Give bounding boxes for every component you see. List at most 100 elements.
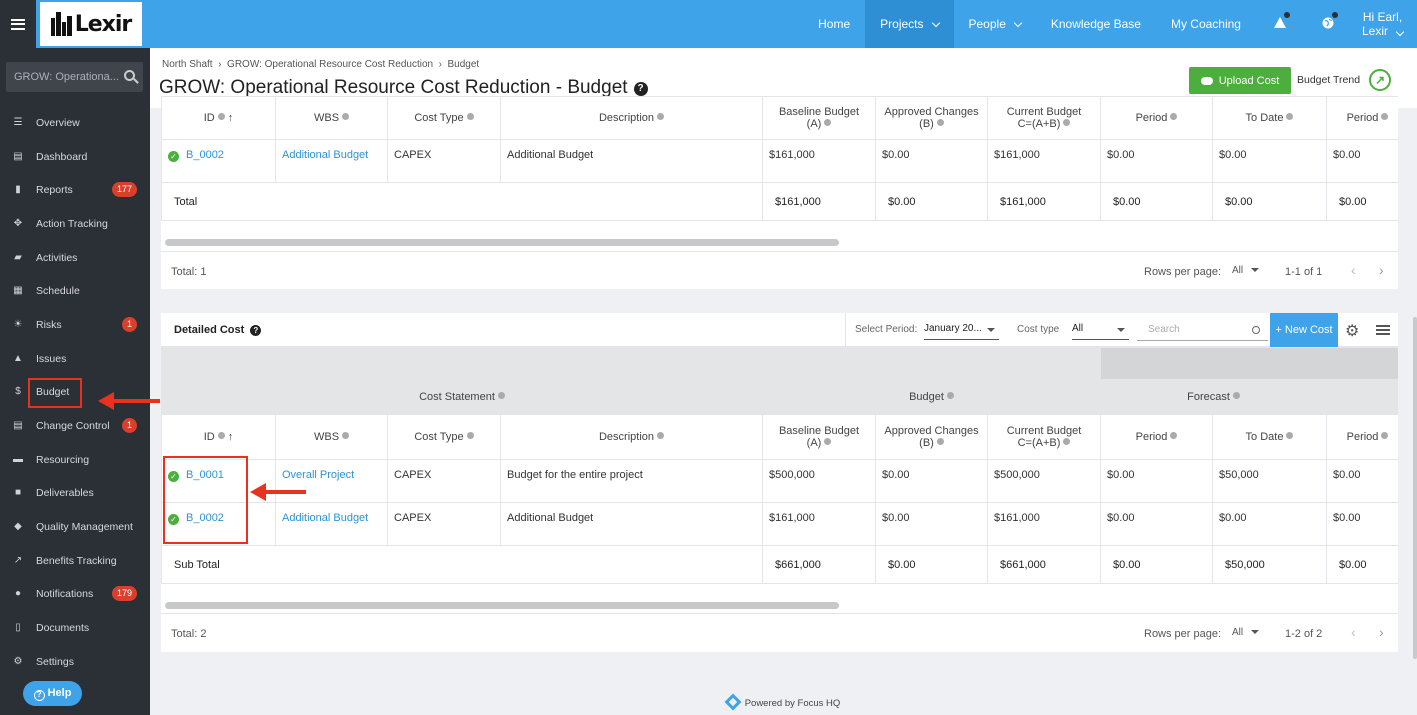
column-header[interactable]: Period: [1326, 96, 1398, 140]
column-header[interactable]: Baseline Budget (A): [762, 414, 876, 460]
nav-knowledge-base[interactable]: Knowledge Base: [1036, 0, 1156, 48]
next-page-icon[interactable]: ›: [1379, 624, 1384, 640]
sidebar-item-benefits-tracking[interactable]: ↗ Benefits Tracking: [0, 544, 150, 577]
rows-per-page-select[interactable]: All: [1232, 265, 1260, 276]
caret-down-icon: [1117, 328, 1125, 332]
column-header[interactable]: ID ↑: [161, 96, 276, 140]
wbs-link[interactable]: Additional Budget: [282, 512, 369, 524]
sidebar-item-change-control[interactable]: ▤ Change Control 1: [0, 409, 150, 442]
cost-id-link[interactable]: B_0002: [186, 149, 224, 161]
column-header[interactable]: Cost Type: [387, 96, 501, 140]
column-header[interactable]: Approved Changes (B): [875, 414, 988, 460]
help-icon[interactable]: ?: [250, 325, 262, 336]
sidebar-item-reports[interactable]: ▮ Reports 177: [0, 173, 150, 206]
column-header[interactable]: Current Budget C=(A+B): [987, 96, 1101, 140]
sidebar-item-action-tracking[interactable]: ✥ Action Tracking: [0, 207, 150, 240]
nav-projects[interactable]: Projects: [865, 0, 954, 48]
alert-icon: [1273, 17, 1286, 31]
next-page-icon[interactable]: ›: [1379, 262, 1384, 278]
chevron-down-icon: [1395, 27, 1405, 37]
info-icon: [657, 432, 665, 439]
page-range: 1-1 of 1: [1285, 266, 1323, 278]
table-row[interactable]: ✓ B_0002 Additional Budget CAPEX Additional …: [161, 502, 1398, 546]
column-header[interactable]: Description: [500, 96, 763, 140]
column-header-label: Approved Changes: [884, 425, 979, 437]
column-header[interactable]: To Date: [1212, 96, 1327, 140]
sidebar-item-quality-management[interactable]: ◆ Quality Management: [0, 510, 150, 543]
column-menu-icon[interactable]: [1376, 325, 1390, 335]
page-title-text: GROW: Operational Resource Cost Reductio…: [159, 77, 628, 98]
select-period-dropdown[interactable]: January 20...: [924, 322, 999, 340]
help-button[interactable]: ? Help: [23, 681, 82, 706]
column-header[interactable]: Cost Type: [387, 414, 501, 460]
sidebar-item-schedule[interactable]: ▦ Schedule: [0, 274, 150, 307]
sidebar-item-activities[interactable]: ▰ Activities: [0, 241, 150, 274]
vertical-scrollbar[interactable]: [1413, 317, 1417, 659]
column-header[interactable]: Baseline Budget (A): [762, 96, 876, 140]
sidebar-item-label: Risks: [36, 318, 62, 331]
nav-home[interactable]: Home: [803, 0, 865, 48]
column-header[interactable]: ID ↑: [161, 414, 276, 460]
horizontal-scrollbar[interactable]: [165, 239, 839, 246]
sidebar-item-overview[interactable]: ☰ Overview: [0, 106, 150, 139]
cell-value: $0.00: [882, 512, 910, 524]
logo[interactable]: Lexir: [40, 2, 142, 46]
prev-page-icon[interactable]: ‹: [1351, 262, 1356, 278]
project-search-input[interactable]: GROW: Operationa...: [6, 62, 143, 92]
sidebar-item-settings[interactable]: ⚙ Settings: [0, 645, 150, 678]
sidebar-item-risks[interactable]: ☀ Risks 1: [0, 308, 150, 341]
cost-id-link[interactable]: B_0001: [186, 469, 224, 481]
sidebar-item-resourcing[interactable]: ▬ Resourcing: [0, 443, 150, 476]
page-range: 1-2 of 2: [1285, 628, 1323, 640]
cost-type-dropdown[interactable]: All: [1072, 322, 1129, 340]
column-header[interactable]: Description: [500, 414, 763, 460]
table-cell: $0.00: [1212, 139, 1327, 183]
column-header[interactable]: Period: [1100, 414, 1214, 460]
prev-page-icon[interactable]: ‹: [1351, 624, 1356, 640]
breadcrumb-item[interactable]: GROW: Operational Resource Cost Reductio…: [227, 59, 434, 70]
gear-icon[interactable]: ⚙: [1345, 323, 1360, 340]
cell-value: $0.00: [1107, 469, 1135, 481]
focus-hq-logo-icon: [724, 693, 742, 711]
cost-id-link[interactable]: B_0002: [186, 512, 224, 524]
hamburger-menu-button[interactable]: [0, 0, 36, 48]
budget-trend-button[interactable]: ↗: [1369, 69, 1391, 91]
column-header[interactable]: Current Budget C=(A+B): [986, 414, 1102, 460]
column-header[interactable]: WBS: [275, 96, 388, 140]
nav-people[interactable]: People: [954, 0, 1036, 48]
cell-value: CAPEX: [394, 469, 432, 481]
column-header[interactable]: Approved Changes (B): [875, 96, 988, 140]
sidebar-item-budget[interactable]: $ Budget: [0, 375, 150, 408]
sidebar-item-issues[interactable]: ▲ Issues: [0, 342, 150, 375]
new-cost-button[interactable]: + New Cost: [1270, 313, 1338, 347]
upload-cost-button[interactable]: Upload Cost: [1189, 67, 1291, 94]
column-header[interactable]: WBS: [275, 414, 388, 460]
sidebar-item-documents[interactable]: ▯ Documents: [0, 611, 150, 644]
sidebar-item-notifications[interactable]: ● Notifications 179: [0, 577, 150, 610]
language-button[interactable]: [1304, 0, 1352, 48]
wbs-link[interactable]: Overall Project: [282, 469, 355, 481]
column-header[interactable]: Period: [1326, 414, 1398, 460]
search-icon[interactable]: [124, 70, 135, 81]
sort-ascending-icon[interactable]: ↑: [227, 112, 234, 124]
wbs-link[interactable]: Additional Budget: [282, 149, 369, 161]
caret-down-icon: [987, 328, 995, 332]
sidebar-item-deliverables[interactable]: ■ Deliverables: [0, 476, 150, 509]
sort-ascending-icon[interactable]: ↑: [227, 431, 234, 443]
column-header[interactable]: Period: [1100, 96, 1213, 140]
nav-my-coaching[interactable]: My Coaching: [1156, 0, 1256, 48]
user-menu[interactable]: Hi Earl, Lexir: [1352, 0, 1417, 48]
breadcrumb-item[interactable]: North Shaft: [162, 59, 213, 70]
search-icon[interactable]: [1252, 326, 1260, 334]
help-icon[interactable]: ?: [633, 82, 648, 96]
table-row[interactable]: ✓ B_0002 Additional Budget CAPEX Additional …: [161, 139, 1398, 183]
alerts-button[interactable]: [1256, 0, 1304, 48]
sidebar-item-dashboard[interactable]: ▤ Dashboard: [0, 140, 150, 173]
column-header[interactable]: To Date: [1212, 414, 1328, 460]
horizontal-scrollbar[interactable]: [165, 602, 839, 609]
detailed-cost-search-input[interactable]: Search: [1137, 319, 1268, 341]
total-cell: $661,000: [762, 545, 876, 584]
detailed-cost-table: Cost Statement Budget Forecast ID ↑ WBS Cost T…: [161, 347, 1398, 584]
table-row[interactable]: ✓ B_0001 Overall Project CAPEX Budget for th…: [161, 459, 1398, 503]
rows-per-page-select[interactable]: All: [1232, 627, 1260, 638]
